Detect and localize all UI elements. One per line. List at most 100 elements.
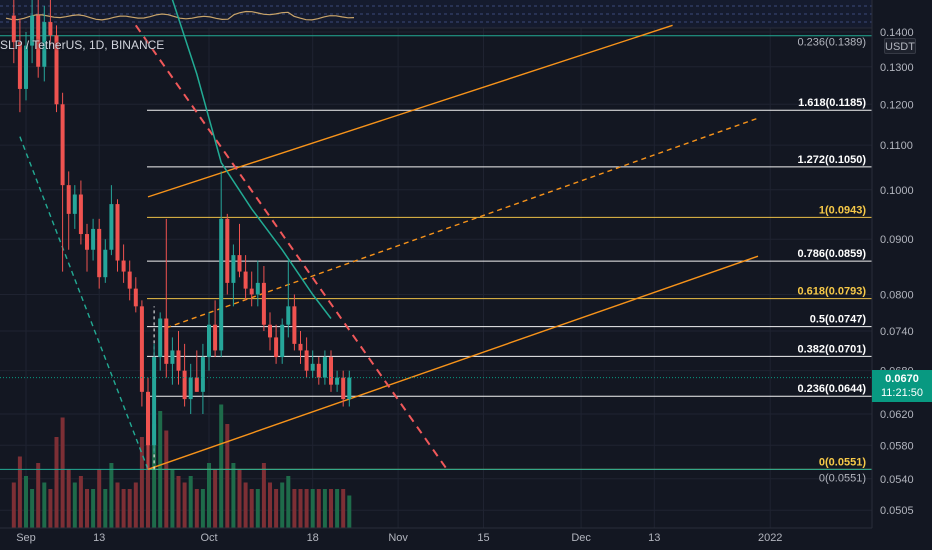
candle <box>182 343 187 407</box>
volume-bar <box>316 489 321 528</box>
candle-body <box>182 370 187 400</box>
candle <box>91 218 96 261</box>
candle-body <box>329 357 333 385</box>
candle <box>11 0 16 64</box>
price-tick-label: 0.0580 <box>880 440 914 452</box>
volume-bar <box>133 482 138 528</box>
price-tick-label: 0.0540 <box>880 474 914 486</box>
volume-bar <box>347 495 352 528</box>
volume-bar <box>286 476 291 528</box>
trendline-descending-support <box>19 136 149 470</box>
volume-bar <box>200 489 205 528</box>
candle-body <box>17 42 22 89</box>
time-tick-label: Nov <box>388 532 408 544</box>
volume-bar <box>85 489 89 528</box>
oscillator-pane <box>0 0 872 28</box>
candle-body <box>72 194 77 214</box>
volume-bar <box>42 482 47 528</box>
trendline-middle-channel <box>166 117 759 329</box>
volume-bar <box>127 489 132 528</box>
fib-labels: 1.618(0.1185) 1.272(0.1050) 1(0.0943) 0.786… <box>798 37 867 485</box>
time-tick-label: Sep <box>16 532 36 544</box>
candle-body <box>78 194 83 235</box>
time-tick-label: 13 <box>648 532 660 544</box>
volume-bar <box>170 469 175 528</box>
volume-bar <box>188 476 193 528</box>
candle-body <box>322 357 327 378</box>
candle-body <box>103 249 108 278</box>
candle-body <box>30 15 35 46</box>
candle-body <box>237 255 242 272</box>
price-tick-label: 0.0620 <box>880 409 914 421</box>
volume-bar <box>322 489 327 528</box>
volume-bar <box>261 463 266 528</box>
candle-body <box>249 288 254 295</box>
candle-body <box>304 350 309 371</box>
volume-bar <box>341 489 346 528</box>
fib-level-label: 0.236(0.0644) <box>798 383 867 395</box>
current-price-countdown: 11:21:50 <box>880 387 923 399</box>
time-tick-label: Oct <box>200 532 217 544</box>
candle <box>97 218 102 289</box>
price-tick-label: 0.0900 <box>880 234 914 246</box>
candle <box>103 239 108 283</box>
candle-body <box>200 357 205 392</box>
time-tick-label: 15 <box>477 532 489 544</box>
volume-bar <box>249 489 254 528</box>
candle <box>298 331 303 364</box>
candle <box>85 223 89 272</box>
volume-bar <box>207 463 211 528</box>
candle-body <box>60 104 65 186</box>
candle <box>54 25 59 113</box>
time-tick-label: 18 <box>307 532 319 544</box>
volume-bar <box>54 437 59 528</box>
oscillator-strip <box>0 0 872 29</box>
trendlines <box>19 24 759 470</box>
volume-bar <box>97 469 102 528</box>
candle <box>329 350 333 392</box>
fib-level-label: 0.382(0.0701) <box>798 343 867 355</box>
chart-title: SLP / TetherUS, 1D, BINANCE <box>0 38 165 52</box>
volume-bar <box>152 424 157 528</box>
fib-level-label: 0(0.0551) <box>819 456 866 468</box>
current-price-badge: 0.0670 11:21:50 <box>872 370 932 402</box>
candle-body <box>91 228 96 250</box>
candle <box>292 294 297 351</box>
candle-body <box>11 15 16 43</box>
price-tick-label: 0.1100 <box>880 140 913 152</box>
candles <box>11 0 352 470</box>
candle-body <box>66 185 71 214</box>
volume-bar <box>11 482 16 528</box>
candle <box>231 244 236 307</box>
candle <box>249 271 254 307</box>
candle <box>133 277 138 313</box>
candle-body <box>170 350 175 364</box>
volume-bar <box>274 489 279 528</box>
volume-bar <box>17 456 22 528</box>
candle-body <box>42 22 47 67</box>
candle <box>213 300 218 358</box>
candle-body <box>121 260 126 272</box>
volume-bar <box>335 489 340 528</box>
fib-level-label: 0.618(0.0793) <box>798 286 867 298</box>
fib-level-label: 0.786(0.0859) <box>798 248 867 260</box>
currency-badge[interactable]: USDT <box>884 38 916 54</box>
candle <box>261 266 266 332</box>
volume-bar <box>231 463 236 528</box>
candle <box>176 331 181 385</box>
price-tick-label: 0.1300 <box>880 62 914 74</box>
moving-average-line <box>171 0 332 319</box>
price-axis-background <box>872 0 932 550</box>
volume-bar <box>24 476 28 528</box>
candle <box>30 0 35 64</box>
trendline-descending-resistance <box>134 24 448 470</box>
fib-level-label: 0.5(0.0747) <box>810 314 867 326</box>
candle <box>274 324 279 364</box>
candle-body <box>243 271 248 289</box>
candle <box>121 244 126 283</box>
volume-bar <box>36 463 41 528</box>
volume-bar <box>48 489 53 528</box>
candle <box>60 92 65 272</box>
